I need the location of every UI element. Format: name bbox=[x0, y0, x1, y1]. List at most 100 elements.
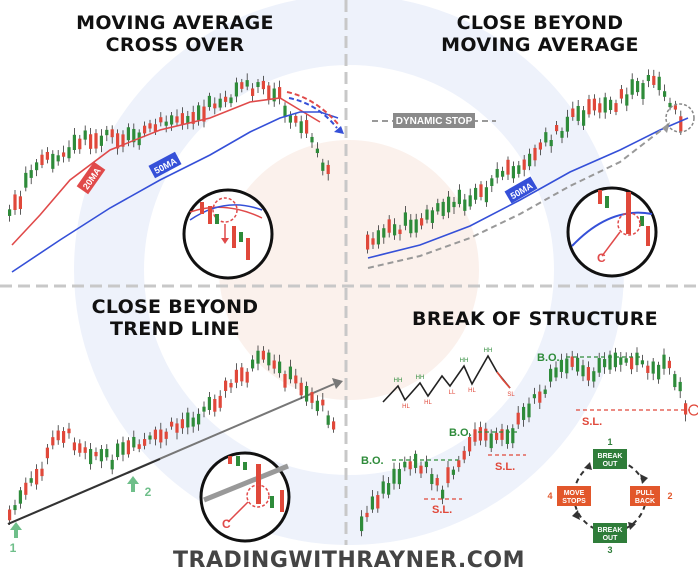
candle-body bbox=[538, 142, 542, 150]
candle-body bbox=[283, 374, 287, 388]
candle-body bbox=[110, 459, 114, 470]
candle-body bbox=[430, 474, 434, 485]
candle-body bbox=[613, 352, 617, 368]
p4-mini-label-hl3: HL bbox=[468, 388, 476, 394]
candle-body bbox=[501, 170, 505, 177]
candle-body bbox=[398, 229, 402, 235]
candle-body bbox=[186, 412, 190, 428]
candle-body bbox=[473, 429, 477, 442]
p4-mini-label-sl: SL bbox=[507, 392, 515, 398]
candle-body bbox=[116, 133, 120, 149]
candle-body bbox=[462, 450, 466, 460]
cycle-left-label-2: STOPS bbox=[562, 498, 586, 505]
candle-body bbox=[326, 415, 330, 425]
p2-dynamic-arrowhead bbox=[662, 122, 670, 133]
candle-body bbox=[18, 196, 22, 209]
candle-body bbox=[56, 155, 60, 162]
p2-candles bbox=[366, 69, 683, 254]
candle-body bbox=[603, 97, 607, 113]
candle-body bbox=[99, 135, 103, 146]
candle-body bbox=[408, 461, 412, 470]
candle-body bbox=[673, 105, 677, 110]
candle-body bbox=[197, 413, 201, 425]
p4-mini-label-hh2: HH bbox=[416, 375, 425, 381]
candle-body bbox=[132, 436, 136, 448]
candle-body bbox=[630, 357, 634, 370]
candle-body bbox=[207, 396, 211, 410]
candle-body bbox=[13, 505, 17, 511]
candle-body bbox=[45, 151, 49, 160]
candle-body bbox=[256, 350, 260, 364]
candle-body bbox=[153, 429, 157, 440]
p3-callout-label: C bbox=[222, 517, 231, 531]
candle-body bbox=[392, 468, 396, 484]
cycle-n1: 1 bbox=[607, 437, 612, 447]
candle-body bbox=[132, 128, 136, 143]
candle-body bbox=[299, 121, 303, 134]
candle-body bbox=[272, 88, 276, 102]
p1-title: MOVING AVERAGE CROSS OVER bbox=[40, 12, 310, 56]
candle-body bbox=[224, 96, 228, 102]
p4-mini-label-hl2: HL bbox=[424, 400, 432, 406]
p4-mini-label-hh1: HH bbox=[394, 378, 403, 384]
candle-body bbox=[678, 381, 682, 392]
candle-body bbox=[490, 178, 494, 186]
p4-mini-label-hh4: HH bbox=[484, 348, 493, 354]
cycle-right-label-1: PULL bbox=[636, 490, 655, 497]
candle-body bbox=[366, 234, 370, 250]
candle-body bbox=[484, 428, 488, 441]
candle-body bbox=[294, 116, 298, 123]
candle-body bbox=[148, 123, 152, 129]
cycle-bottom-label-1: BREAK bbox=[598, 527, 623, 534]
p2-exit-ring bbox=[665, 103, 695, 133]
p1-projection-arrow bbox=[286, 91, 339, 125]
candle-body bbox=[164, 431, 168, 439]
candle-body bbox=[436, 203, 440, 212]
candle-body bbox=[267, 85, 271, 100]
candle-body bbox=[143, 125, 147, 134]
candle-body bbox=[489, 433, 493, 449]
candle-body bbox=[652, 75, 656, 85]
candle-body bbox=[414, 219, 418, 233]
p3-candles bbox=[8, 345, 336, 526]
candle-body bbox=[240, 367, 244, 382]
candle-body bbox=[288, 366, 292, 380]
cycle-n2: 2 bbox=[667, 491, 672, 501]
cycle-n4: 4 bbox=[547, 491, 552, 501]
candle-body bbox=[360, 516, 364, 532]
candle-body bbox=[224, 380, 228, 391]
candle-body bbox=[72, 134, 76, 150]
p2-zoom-callout: C bbox=[566, 186, 658, 278]
candle-body bbox=[159, 117, 163, 123]
candle-body bbox=[180, 419, 184, 429]
p4-bo1-label: B.O. bbox=[361, 455, 384, 467]
candle-body bbox=[261, 350, 265, 360]
cycle-top-label-2: OUT bbox=[603, 461, 619, 468]
candle-body bbox=[99, 449, 103, 462]
candle-body bbox=[126, 127, 130, 141]
candle-body bbox=[582, 110, 586, 126]
candle-body bbox=[218, 98, 222, 108]
candle-body bbox=[684, 403, 688, 415]
candle-body bbox=[365, 512, 369, 518]
candle-body bbox=[213, 103, 217, 109]
p3-trend-arrowhead bbox=[332, 378, 343, 389]
candle-body bbox=[457, 189, 461, 205]
candle-body bbox=[94, 133, 98, 149]
candle-body bbox=[229, 97, 233, 104]
candle-body bbox=[646, 365, 650, 373]
candle-body bbox=[474, 187, 478, 200]
candle-body bbox=[175, 423, 179, 433]
candle-body bbox=[180, 113, 184, 125]
candle-body bbox=[451, 469, 455, 475]
candle-body bbox=[403, 461, 407, 468]
candle-body bbox=[24, 482, 28, 495]
candle-body bbox=[272, 360, 276, 369]
candle-body bbox=[393, 224, 397, 236]
candle-body bbox=[83, 447, 87, 453]
candle-body bbox=[213, 399, 217, 412]
candle-body bbox=[110, 129, 114, 138]
p3-touch1-arrow bbox=[10, 522, 22, 538]
candle-body bbox=[370, 496, 374, 510]
candle-body bbox=[207, 95, 211, 108]
